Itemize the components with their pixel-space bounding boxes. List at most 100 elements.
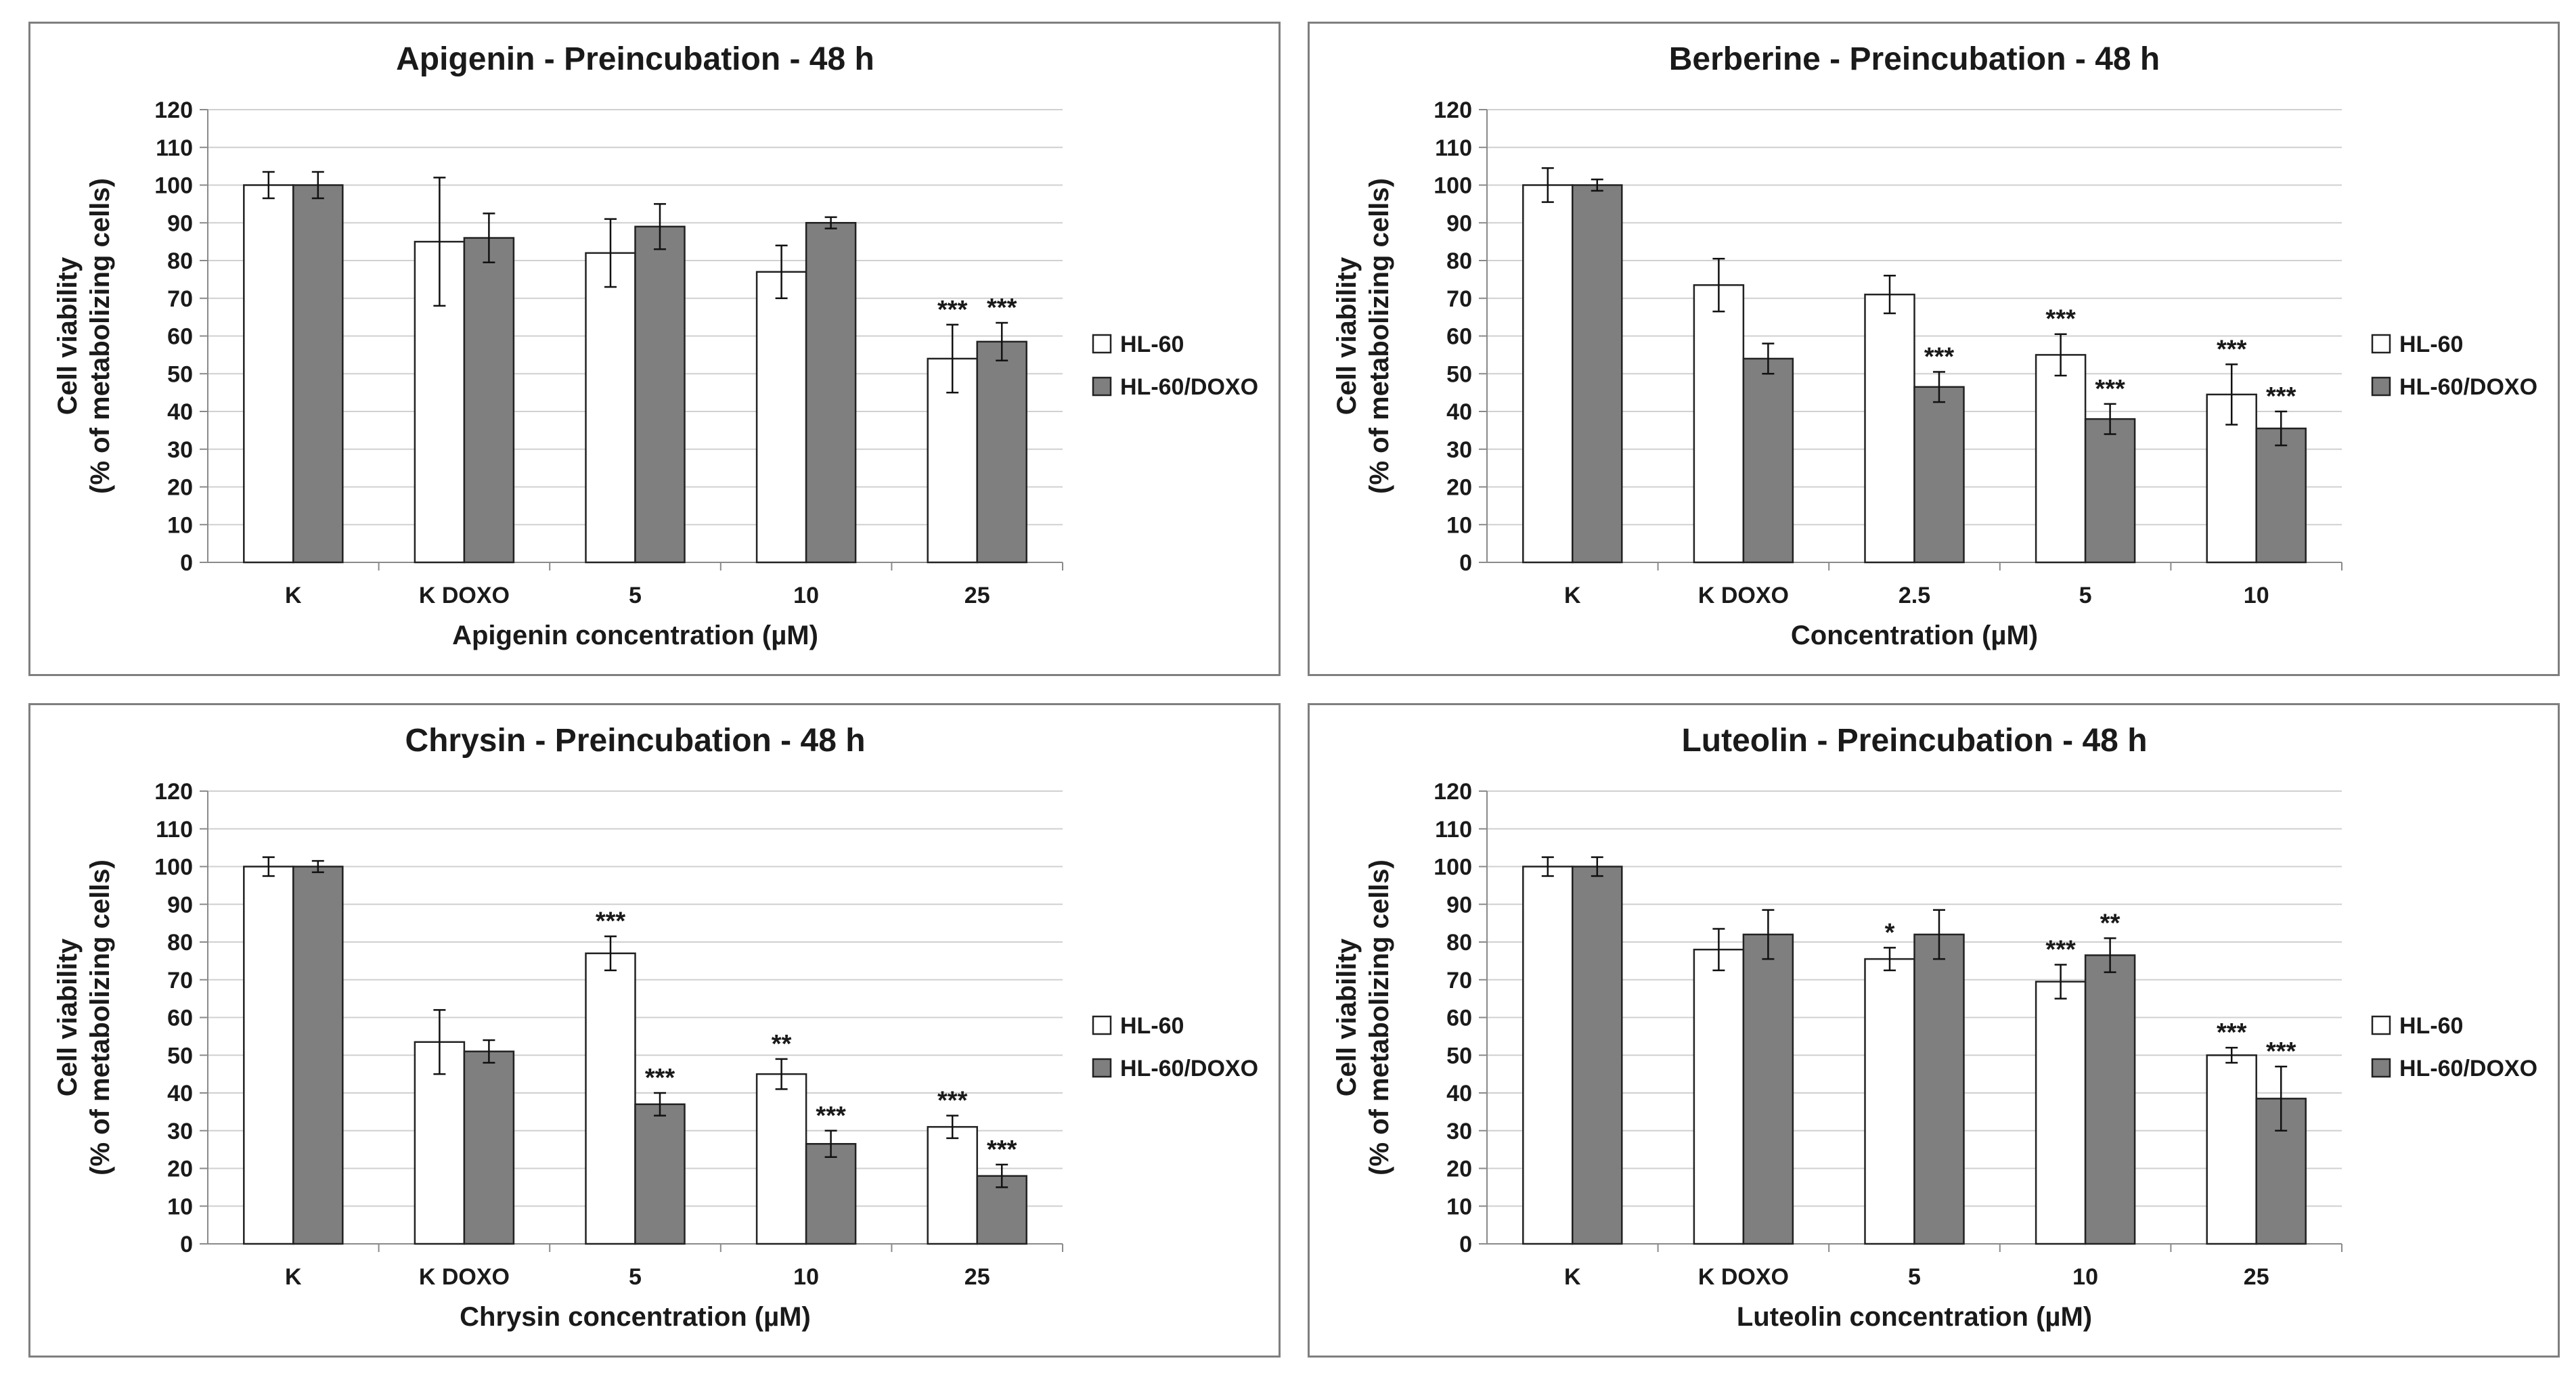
y-axis-label: (% of metabolizing cells) [1364,178,1394,494]
legend-swatch-hl60 [1092,334,1112,354]
significance-label: *** [2266,1037,2296,1066]
y-tick-label: 80 [167,248,193,274]
y-tick-label: 110 [1435,135,1472,161]
significance-label: *** [2095,375,2125,403]
significance-label: *** [2045,935,2076,964]
y-tick-label: 80 [1446,248,1472,274]
y-axis-label: Cell viability [53,256,83,415]
y-tick-label: 110 [1435,817,1472,843]
legend-label-hl60: HL-60 [2399,1013,2463,1039]
significance-label: *** [816,1102,846,1130]
bar-hl60 [2035,981,2087,1245]
legend-swatch-hl60-doxo [1092,1058,1112,1078]
legend-label-hl60-doxo: HL-60/DOXO [2399,1056,2537,1081]
chart-title: Apigenin - Preincubation - 48 h [396,41,874,77]
legend-swatch-hl60 [2371,334,2391,354]
y-tick-label: 40 [1446,1081,1472,1106]
significance-label: ** [2100,909,2120,937]
y-tick-label: 10 [1446,1194,1472,1219]
y-tick-label: 100 [154,173,193,199]
y-axis-label: Cell viability [1332,256,1362,415]
significance-label: *** [937,296,968,324]
y-tick-label: 70 [167,286,193,312]
bar-hl60 [243,184,294,564]
chart-title: Chrysin - Preincubation - 48 h [405,723,865,759]
y-axis-label: (% of metabolizing cells) [1364,859,1394,1176]
bar-hl60 [1693,284,1745,564]
legend-label-hl60: HL-60 [2399,332,2463,357]
significance-label: *** [987,294,1017,322]
x-tick-label: 5 [629,1264,642,1290]
significance-label: *** [2217,1018,2247,1047]
x-tick-label: 10 [793,583,819,608]
x-tick-label: 5 [2079,583,2092,608]
bar-hl60 [1522,184,1574,564]
y-tick-label: 30 [167,1119,193,1144]
y-tick-label: 30 [1446,437,1472,463]
x-tick-label: 5 [1908,1264,1921,1290]
y-tick-label: 90 [167,892,193,918]
bar-hl60-doxo [634,1103,686,1245]
bar-hl60-doxo [1913,933,1965,1245]
y-tick-label: 40 [167,1081,193,1106]
significance-label: *** [1924,342,1955,371]
y-tick-label: 70 [1446,968,1472,993]
x-tick-label: K DOXO [1698,1264,1789,1290]
chart-panel-luteolin: Luteolin - Preincubation - 48 h 0 10 20 30 40… [1308,703,2560,1358]
bar-hl60-doxo [976,340,1027,564]
y-tick-label: 10 [167,1194,193,1219]
y-axis-label: (% of metabolizing cells) [85,859,115,1176]
x-tick-label: 25 [964,1264,990,1290]
significance-label: *** [937,1086,968,1115]
x-tick-label: 2.5 [1898,583,1930,608]
chart-svg-chrysin: Chrysin - Preincubation - 48 h 0 10 20 30 40 5… [53,723,1258,1332]
y-tick-label: 90 [167,210,193,236]
y-tick-label: 50 [1446,1043,1472,1069]
y-tick-label: 20 [167,1157,193,1182]
bar-hl60 [1864,958,1915,1245]
x-tick-label: 25 [964,583,990,608]
bar-hl60-doxo [292,184,344,564]
y-tick-label: 100 [154,855,193,880]
bar-hl60-doxo [292,866,344,1245]
bar-hl60-doxo [2255,427,2307,564]
legend-label-hl60-doxo: HL-60/DOXO [1120,374,1258,400]
chart-panel-apigenin: Apigenin - Preincubation - 48 h 0 10 20 30 40… [28,22,1281,676]
y-tick-label: 30 [1446,1119,1472,1144]
x-tick-label: K [1564,1264,1581,1290]
bar-hl60-doxo [2084,418,2136,564]
bar-hl60 [243,866,294,1245]
y-tick-label: 60 [1446,1006,1472,1031]
significance-label: *** [987,1136,1017,1164]
bar-hl60-doxo [463,237,515,564]
y-tick-label: 60 [167,324,193,350]
significance-label: * [1885,918,1895,947]
x-tick-label: 10 [793,1264,819,1290]
y-tick-label: 0 [1459,550,1472,576]
bar-hl60-doxo [805,222,857,564]
legend-label-hl60-doxo: HL-60/DOXO [1120,1056,1258,1081]
x-tick-label: K DOXO [1698,583,1789,608]
y-tick-label: 80 [1446,930,1472,956]
bar-hl60 [755,271,807,564]
bar-hl60-doxo [1742,357,1794,564]
significance-label: *** [645,1064,675,1092]
y-tick-label: 70 [1446,286,1472,312]
y-tick-label: 20 [167,475,193,501]
legend-label-hl60: HL-60 [1120,332,1184,357]
x-tick-label: 5 [629,583,642,608]
y-tick-label: 30 [167,437,193,463]
y-tick-label: 120 [154,97,193,123]
y-tick-label: 40 [1446,399,1472,425]
bar-hl60 [2035,354,2087,564]
x-tick-label: K [285,583,302,608]
y-tick-label: 110 [156,817,193,843]
bar-hl60-doxo [2084,954,2136,1245]
x-tick-label: 25 [2244,1264,2269,1290]
chart-title: Berberine - Preincubation - 48 h [1669,41,2160,77]
legend-label-hl60: HL-60 [1120,1013,1184,1039]
y-tick-label: 100 [1434,173,1472,199]
legend-swatch-hl60-doxo [2371,1058,2391,1078]
y-tick-label: 120 [154,779,193,805]
x-axis-label: Chrysin concentration (µM) [460,1302,811,1332]
